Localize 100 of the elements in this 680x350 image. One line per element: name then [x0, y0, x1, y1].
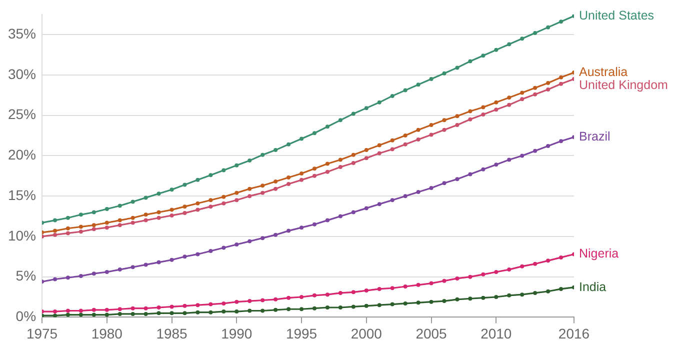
point: [222, 301, 226, 306]
point: [144, 212, 148, 217]
x-tick-label: 1995: [286, 325, 318, 342]
point: [507, 268, 512, 272]
point: [546, 144, 550, 148]
point: [507, 42, 512, 46]
point: [442, 71, 446, 76]
point: [338, 214, 342, 218]
point: [390, 94, 394, 98]
point: [104, 226, 109, 230]
point: [468, 109, 472, 114]
point: [403, 88, 408, 92]
point: [351, 160, 356, 165]
point: [300, 136, 304, 141]
point: [416, 190, 420, 194]
point: [468, 296, 472, 301]
point: [78, 312, 83, 317]
point: [78, 224, 83, 229]
y-tick-label: 30%: [8, 66, 36, 82]
point: [429, 132, 434, 137]
point: [52, 314, 57, 318]
point: [468, 172, 472, 176]
point: [364, 148, 368, 152]
point: [130, 220, 135, 225]
point: [182, 311, 187, 316]
point: [390, 302, 394, 306]
point: [274, 232, 278, 237]
point: [546, 87, 550, 92]
point: [533, 86, 538, 90]
point: [182, 182, 187, 187]
point: [377, 202, 382, 206]
y-tick-label: 15%: [8, 186, 36, 203]
point: [364, 288, 368, 293]
point: [481, 105, 486, 110]
point: [274, 186, 278, 191]
point: [546, 289, 550, 294]
point: [338, 165, 342, 170]
point: [92, 272, 96, 276]
point: [494, 100, 498, 104]
point: [208, 310, 213, 314]
x-tick-label: 2016: [558, 325, 590, 342]
point: [468, 59, 472, 64]
point: [222, 168, 226, 172]
point: [403, 194, 408, 198]
point: [248, 158, 252, 163]
point: [455, 297, 460, 302]
point: [286, 296, 291, 300]
point: [520, 264, 524, 268]
point: [234, 198, 239, 202]
point: [494, 162, 498, 167]
point: [274, 297, 278, 302]
point: [312, 222, 316, 226]
point: [351, 112, 356, 116]
point: [312, 166, 316, 171]
point: [170, 213, 174, 218]
point: [442, 181, 446, 186]
point: [416, 82, 420, 87]
point: [104, 220, 109, 225]
point: [533, 92, 538, 96]
point: [559, 255, 564, 260]
point: [234, 242, 239, 247]
point: [559, 286, 564, 291]
point: [468, 117, 472, 122]
point: [66, 312, 70, 317]
point: [104, 270, 109, 274]
point: [196, 178, 200, 182]
point: [442, 278, 446, 283]
point: [104, 207, 109, 211]
point: [481, 272, 486, 276]
point: [208, 248, 213, 253]
point: [300, 178, 304, 182]
y-tick-label: 35%: [8, 25, 36, 42]
point: [170, 208, 174, 212]
point: [494, 108, 498, 112]
point: [274, 180, 278, 184]
x-tick-label: 1990: [221, 325, 252, 342]
point: [494, 295, 498, 300]
point: [364, 206, 368, 210]
point: [66, 231, 70, 236]
x-tick-label: 1980: [91, 325, 123, 342]
point: [520, 90, 524, 95]
point: [208, 302, 213, 306]
point: [520, 36, 524, 41]
point: [325, 306, 330, 310]
point: [494, 48, 498, 52]
point: [170, 258, 174, 262]
point: [429, 77, 434, 81]
point: [338, 158, 342, 162]
point: [559, 20, 564, 24]
point: [300, 226, 304, 230]
x-tick-label: 2005: [416, 325, 448, 342]
point: [429, 281, 434, 286]
point: [130, 216, 135, 220]
series-label: Brazil: [579, 130, 610, 144]
point: [338, 118, 342, 122]
point: [92, 223, 96, 228]
point: [52, 232, 57, 237]
y-tick-label: 5%: [16, 268, 36, 284]
point: [170, 304, 174, 309]
point: [429, 186, 434, 190]
